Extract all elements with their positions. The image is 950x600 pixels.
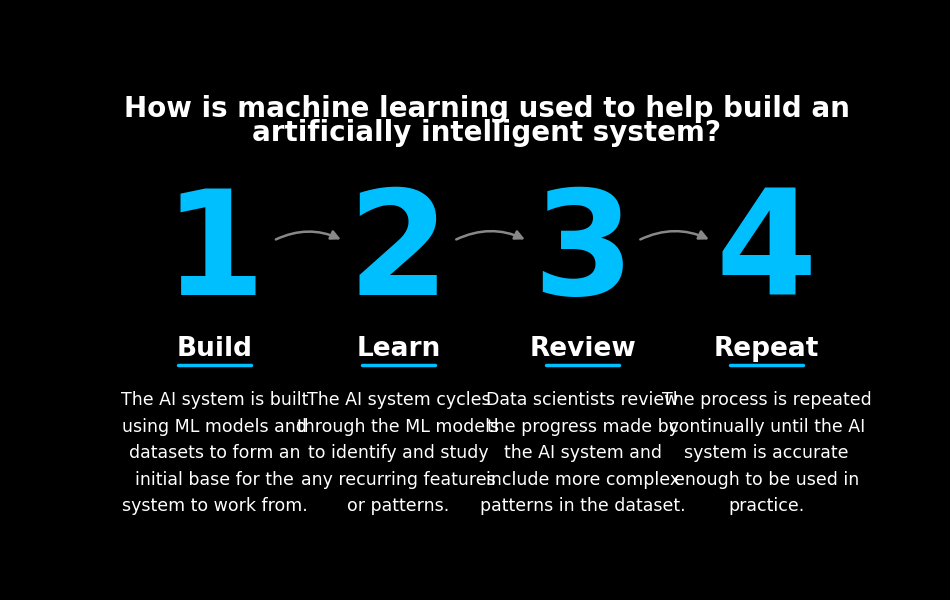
FancyArrowPatch shape bbox=[276, 232, 338, 239]
Text: 3: 3 bbox=[532, 184, 634, 325]
Text: How is machine learning used to help build an: How is machine learning used to help bui… bbox=[124, 95, 850, 123]
Text: Repeat: Repeat bbox=[714, 336, 819, 362]
Text: 4: 4 bbox=[716, 184, 817, 325]
FancyArrowPatch shape bbox=[640, 231, 707, 239]
Text: The AI system is built
using ML models and
datasets to form an
initial base for : The AI system is built using ML models a… bbox=[121, 391, 308, 515]
Text: 2: 2 bbox=[348, 184, 449, 325]
Text: Data scientists review
the progress made by
the AI system and
include more compl: Data scientists review the progress made… bbox=[480, 391, 685, 515]
FancyArrowPatch shape bbox=[456, 231, 522, 239]
Text: The AI system cycles
through the ML models
to identify and study
any recurring f: The AI system cycles through the ML mode… bbox=[297, 391, 500, 515]
Text: 1: 1 bbox=[163, 184, 265, 325]
Text: Build: Build bbox=[177, 336, 253, 362]
Text: artificially intelligent system?: artificially intelligent system? bbox=[253, 119, 721, 147]
Text: Learn: Learn bbox=[356, 336, 441, 362]
Text: Review: Review bbox=[529, 336, 636, 362]
Text: The process is repeated
continually until the AI
system is accurate
enough to be: The process is repeated continually unti… bbox=[662, 391, 871, 515]
